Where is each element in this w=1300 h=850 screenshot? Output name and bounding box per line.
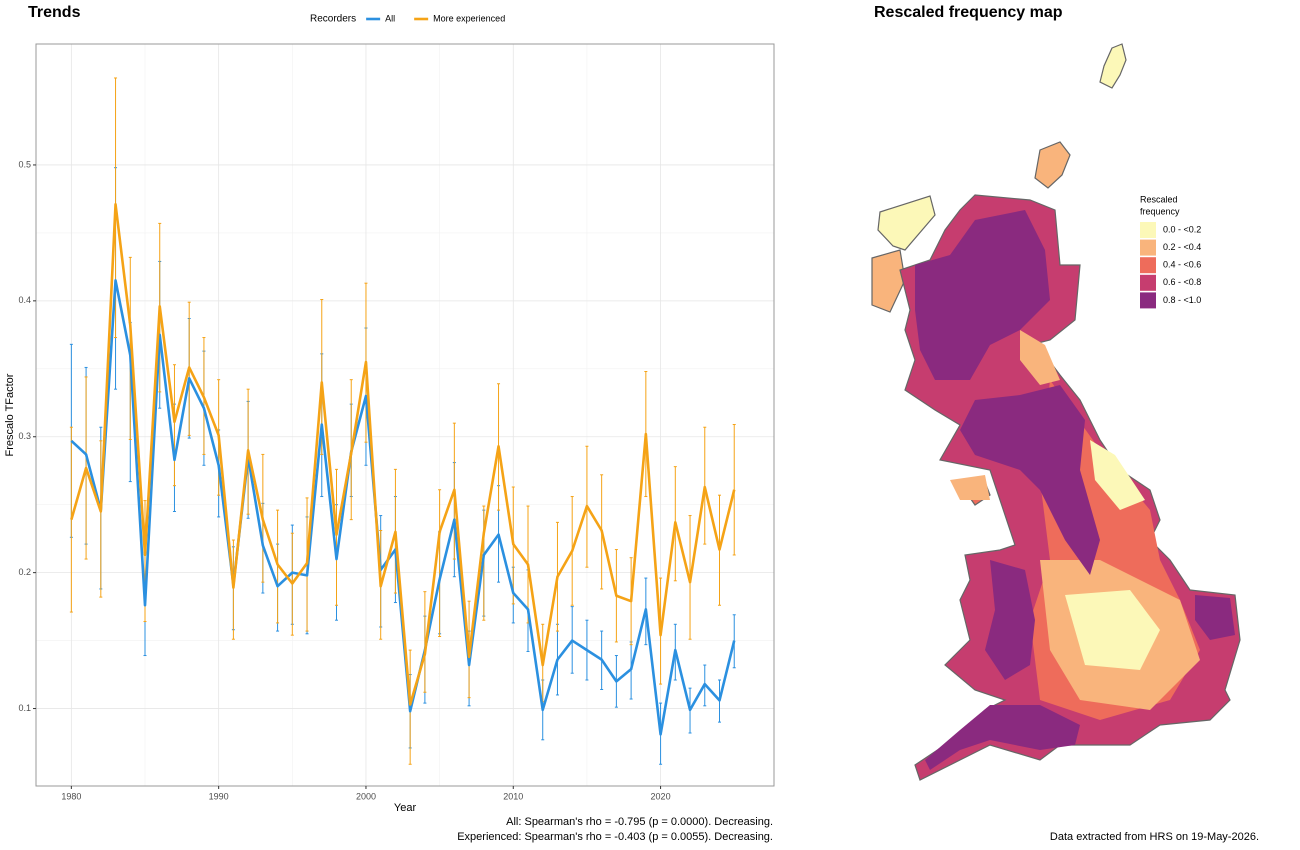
annotation: Experienced: Spearman's rho = -0.403 (p … [457,831,773,843]
series-line [70,203,736,706]
map-title: Rescaled frequency map [874,4,1063,21]
map-legend-label: 0.2 - <0.4 [1163,242,1201,252]
error-bar [172,364,176,487]
error-bar [99,440,103,598]
map-patch [960,385,1100,575]
series-line [70,279,736,736]
error-bar [335,468,339,606]
map-legend-title: Rescaled [1140,194,1178,204]
map-legend-key [1140,222,1156,238]
y-tick-label: 0.3 [18,431,31,441]
map-patch [915,210,1050,380]
error-bar [128,256,132,440]
island-orkney [1034,141,1071,189]
map-patch [985,560,1035,680]
map-legend-key [1140,274,1156,291]
y-tick-label: 0.5 [18,159,31,169]
map-legend-label: 0.6 - <0.8 [1163,277,1201,287]
map-legend-label: 0.8 - <1.0 [1163,295,1201,305]
legend-label: More experienced [433,13,505,23]
error-bar [438,489,442,638]
y-tick-label: 0.2 [18,567,31,577]
map-legend-label: 0.0 - <0.2 [1163,224,1201,234]
map-legend-key [1140,257,1156,274]
map-patch [1065,590,1160,670]
error-bar [231,539,235,640]
map-caption: Data extracted from HRS on 19-May-2026. [1050,831,1259,843]
legend-label: All [385,13,395,23]
y-tick-label: 0.1 [18,703,31,713]
map [871,43,1241,781]
map-legend-key [1140,239,1156,256]
map-patch [1195,595,1235,640]
chart-title: Trends [28,4,81,21]
map-patch [1090,440,1145,510]
x-axis-label: Year [394,802,417,814]
legend-title: Recorders [310,14,356,25]
map-legend-key [1140,292,1156,309]
island-shetland [1099,43,1127,89]
error-bar [703,426,707,545]
map-patch [950,475,990,500]
y-axis-label: Frescalo TFactor [4,373,16,456]
island-west [871,249,906,313]
map-legend-label: 0.4 - <0.6 [1163,260,1201,270]
map-legend-title: frequency [1140,206,1180,216]
map-patch [1020,330,1060,385]
map-patch [925,705,1080,770]
x-tick-label: 1990 [209,791,229,801]
island-hebrides [877,195,936,251]
error-bar [423,591,427,693]
annotation: All: Spearman's rho = -0.795 (p = 0.0000… [506,816,773,828]
x-tick-label: 2000 [356,791,376,801]
grid [36,44,774,786]
x-tick-label: 1980 [61,791,81,801]
x-tick-label: 2020 [651,791,671,801]
y-tick-label: 0.4 [18,295,31,305]
x-tick-label: 2010 [503,791,523,801]
plot-border [35,43,775,787]
